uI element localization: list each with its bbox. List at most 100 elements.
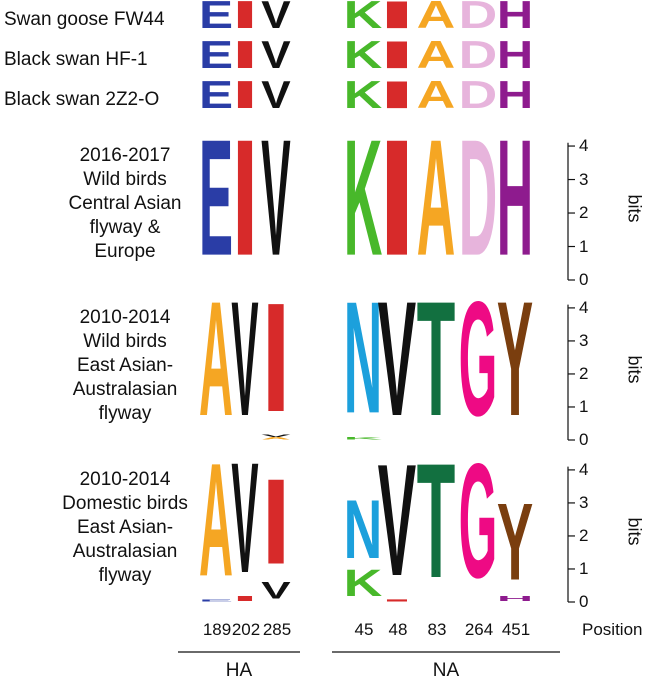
logo-1-pos-285-letter-I: I [261,271,291,445]
logo-2-pos-189-letter-A: A [199,430,233,611]
position-label: 45 [354,620,374,639]
bits-tick-label: 2 [579,203,589,223]
logo-0-pos-48-letter-I: I [378,106,417,290]
bits-tick-label: 4 [579,136,589,156]
bits-tick-label: 0 [579,592,589,611]
logo-0-pos-45-letter-K: K [344,107,383,291]
strain-rows: EI V KI A D HEI V KI A D HEI V KI A D H [199,0,533,117]
logo-2-pos-285-letter-V: V [261,577,291,604]
logo-1-pos-285-letter-A: A [261,437,291,441]
logo-2-pos-189-letter-E: E [199,599,233,602]
strain-2-letter-83: A [417,73,456,116]
strain-1-letter-202: I [231,33,258,76]
logo-0-pos-451-letter-H: H [497,104,533,289]
logo-2-pos-45-letter-N: N [344,482,383,576]
logo-1-pos-451-letter-Y: Y [497,267,533,449]
panel-label: 2010-2014 Wild birds East Asian- Australasi… [50,306,200,426]
strain-2-letter-45: K [344,73,383,116]
logo-0-pos-189-letter-E: E [199,105,233,290]
strain-1-letter-189: E [199,33,233,76]
bits-axis-label: bits [624,517,645,546]
strain-label: Black swan 2Z2-O [4,89,160,110]
strain-1-letter-264: D [459,33,498,76]
logo-2-pos-451-letter-Y: Y [497,482,533,604]
bits-tick-label: 1 [579,558,589,578]
bits-tick-label: 1 [579,396,589,416]
group-label: NA [432,660,460,681]
position-label: 285 [262,620,292,639]
group-label: HA [225,660,253,681]
strain-0-letter-202: I [231,0,258,36]
logo-2-pos-451-letter-H: H [497,594,533,602]
bits-tick-label: 4 [579,297,589,317]
panel-label: 2016-2017 Wild birds Central Asian flyway &… [50,144,200,264]
strain-1-letter-451: H [497,33,533,77]
bits-axis-label: bits [624,194,645,223]
logo-2-pos-202-letter-I: I [231,594,258,602]
strain-1-letter-285: V [261,33,291,77]
panel-label-line: Central Asian [68,193,182,214]
logo-0-pos-202-letter-I: I [231,105,258,290]
bits-tick-label: 4 [579,459,589,479]
bits-tick-label: 1 [579,236,589,256]
bits-tick-label: 2 [579,363,589,383]
bits-tick-label: 0 [579,430,589,449]
panel-label-line: flyway [98,403,152,424]
strain-0-letter-285: V [261,0,291,36]
strain-0-letter-48: I [378,0,417,36]
logo-1-pos-202-letter-V: V [231,268,258,451]
panel-label: 2010-2014 Domestic birds East Asian- Austra… [50,468,200,588]
logo-1-pos-45-letter-N: N [344,269,383,447]
bits-tick-label: 0 [579,270,589,289]
logo-0-pos-83-letter-A: A [417,107,456,291]
panel-label-line: Europe [94,241,156,262]
strain-0-letter-451: H [497,0,533,37]
position-label: 451 [501,620,531,639]
strain-0-letter-83: A [417,0,456,36]
panel-label-line: flyway [98,565,152,586]
strain-label: Swan goose FW44 [4,9,165,30]
strain-2-letter-189: E [199,73,233,116]
position-label: 189 [202,620,232,639]
panel-label-line: East Asian- [76,517,174,538]
logo-2-pos-45-letter-K: K [344,562,383,604]
bits-axis-label: bits [624,355,645,384]
panel-label-line: Wild birds [83,331,167,352]
strain-0-letter-189: E [199,0,233,37]
logo-2-pos-48-letter-V: V [378,433,416,610]
panel-label-line: Australasian [72,379,178,400]
bits-tick-label: 3 [579,330,589,350]
bits-tick-label: 3 [579,169,589,189]
logo-1-pos-45-letter-K: K [344,436,383,440]
position-label: 83 [427,620,447,639]
logo-1-pos-189-letter-A: A [199,268,233,450]
logo-2-pos-48-letter-I: I [378,599,417,603]
strain-label: Black swan HF-1 [4,49,148,70]
logo-1-pos-264-letter-G: G [459,268,498,451]
logo-panel-1: AV AVI KNV T G Y [199,267,533,451]
logo-0-pos-264-letter-D: D [459,107,498,291]
logo-1-pos-83-letter-T: T [417,269,456,451]
logo-1-pos-48-letter-V: V [378,267,416,450]
strain-0-letter-45: K [344,0,383,36]
panel-label-line: flyway & [89,217,161,238]
panel-label-line: East Asian- [76,355,174,376]
logo-1-pos-285-letter-V: V [261,434,291,438]
logo-2-pos-83-letter-T: T [417,431,456,613]
strain-1-letter-45: K [344,33,383,76]
strain-2-letter-264: D [459,73,498,116]
strain-2-letter-202: I [231,73,258,116]
bits-tick-label: 3 [579,492,589,512]
panel-label-line: Australasian [72,541,178,562]
position-label: 202 [231,620,261,639]
strain-2-letter-48: I [378,73,417,116]
bits-tick-label: 2 [579,525,589,545]
strain-2-letter-451: H [497,73,533,117]
logo-2-pos-264-letter-G: G [459,430,498,613]
panel-label-line: 2010-2014 [79,469,171,490]
strain-1-letter-48: I [378,33,417,76]
strain-0-letter-264: D [459,0,498,36]
